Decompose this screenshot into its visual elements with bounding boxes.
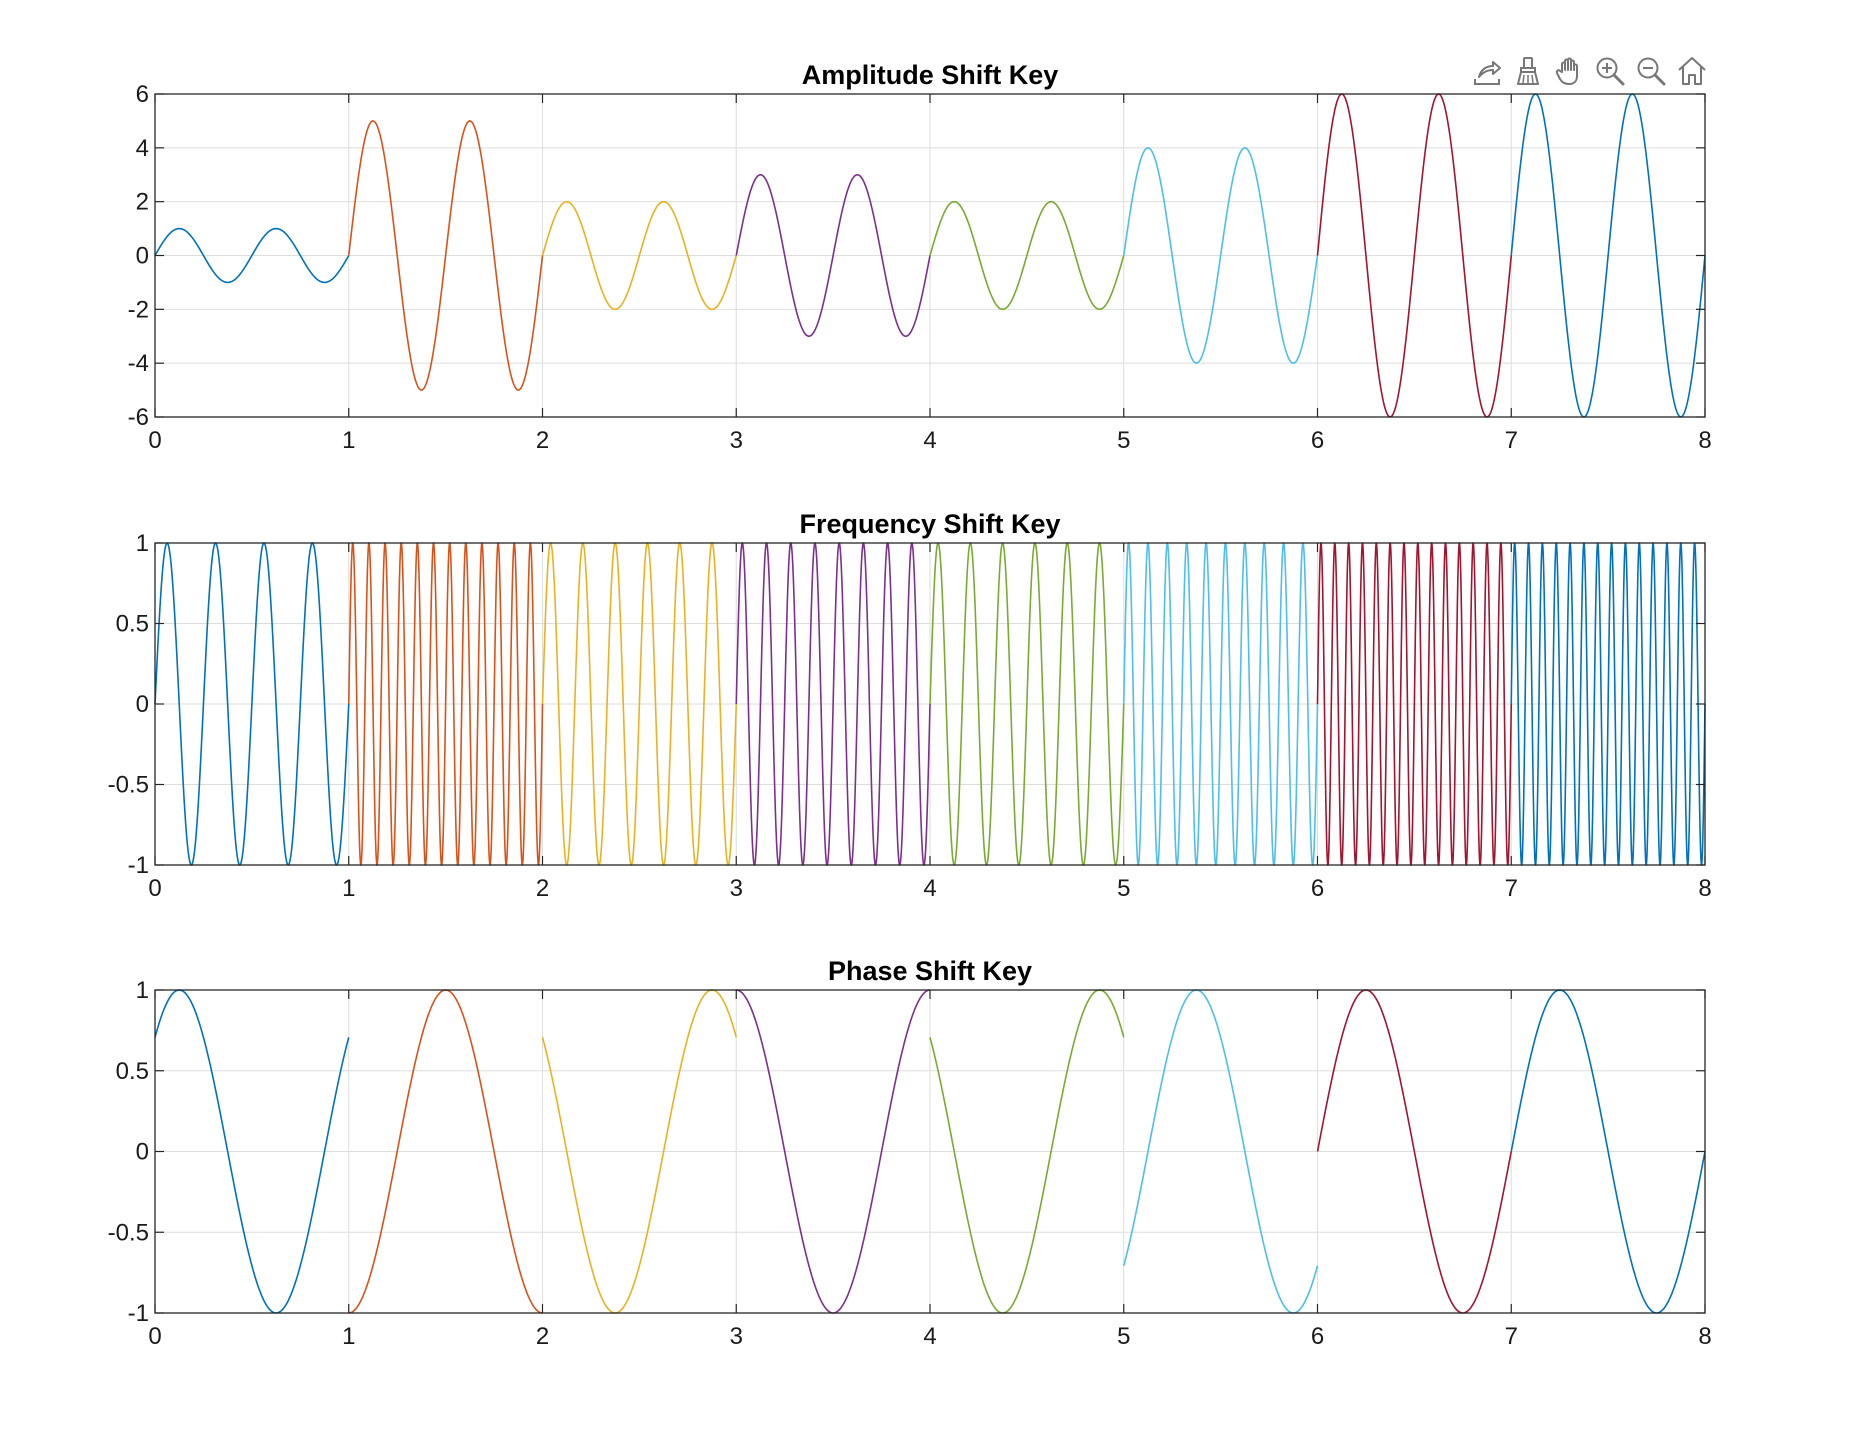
x-tick-label: 7 [1505, 427, 1518, 454]
signal-segment-5 [929, 200, 1125, 311]
zoom-out-button[interactable] [1632, 52, 1670, 90]
x-tick-label: 4 [923, 1323, 936, 1350]
x-tick-label: 6 [1311, 1323, 1324, 1350]
signal-segment-1 [154, 542, 350, 866]
y-tick-label: 4 [136, 135, 149, 162]
signal-segment-3 [541, 989, 738, 1314]
y-tick-label: 0 [136, 243, 149, 270]
y-tick-label: -6 [128, 404, 149, 431]
chart-1: 0 1 2 3 4 5 6 7 8 6 4 2 0 -2 -4 -6 Amplitude Shift Key [128, 60, 1712, 454]
x-tick-label: 1 [342, 1323, 355, 1350]
signal-segment-4 [735, 173, 931, 338]
chart-title: Amplitude Shift Key [802, 60, 1059, 90]
home-button[interactable] [1673, 52, 1711, 90]
signal-segment-5 [929, 989, 1125, 1314]
axes-toolbar [1468, 52, 1711, 90]
x-tick-label: 2 [536, 1323, 549, 1350]
y-tick-label: -0.5 [108, 772, 149, 799]
signal-segment-8 [1510, 93, 1706, 418]
y-tick-label: -4 [128, 350, 149, 377]
signal-segment-1 [154, 227, 350, 284]
zoom-in-icon [1596, 57, 1625, 86]
y-tick-label: -1 [128, 1300, 149, 1327]
home-icon [1678, 57, 1706, 85]
y-tick-label: 0 [136, 1139, 149, 1166]
chart-title: Phase Shift Key [828, 956, 1032, 986]
signal-segment-8 [1510, 542, 1706, 866]
signal-segment-7 [1316, 989, 1513, 1314]
y-tick-label: 0.5 [116, 1058, 149, 1085]
y-tick-label: -2 [128, 296, 149, 323]
x-tick-label: 0 [148, 875, 161, 902]
chart-2: 0 1 2 3 4 5 6 7 8 1 0.5 0 -0.5 -1 Frequency Shift Key [108, 509, 1712, 902]
y-tick-label: 1 [136, 977, 149, 1004]
signal-segment-7 [1316, 93, 1513, 418]
x-tick-label: 4 [923, 427, 936, 454]
zoom-out-icon [1637, 57, 1666, 86]
x-tick-label: 3 [730, 427, 743, 454]
y-tick-label: 2 [136, 189, 149, 216]
signal-segment-2 [347, 542, 544, 866]
x-tick-label: 6 [1311, 427, 1324, 454]
x-tick-label: 5 [1117, 1323, 1130, 1350]
x-tick-label: 7 [1505, 875, 1518, 902]
signal-segment-8 [1510, 989, 1706, 1314]
x-tick-label: 4 [923, 875, 936, 902]
y-tick-label: -1 [128, 852, 149, 879]
signal-segment-6 [1122, 147, 1319, 364]
export-button[interactable] [1468, 52, 1506, 90]
x-tick-label: 5 [1117, 427, 1130, 454]
x-tick-label: 0 [148, 427, 161, 454]
signal-segment-3 [541, 200, 738, 311]
y-tick-label: 0 [136, 691, 149, 718]
x-tick-label: 6 [1311, 875, 1324, 902]
y-tick-label: 1 [136, 530, 149, 557]
brush-button[interactable] [1509, 52, 1547, 90]
y-tick-label: 0.5 [116, 611, 149, 638]
chart-3: 0 1 2 3 4 5 6 7 8 1 0.5 0 -0.5 -1 Phase Shift Key [108, 956, 1712, 1350]
signal-segment-5 [929, 542, 1125, 866]
x-tick-label: 8 [1698, 875, 1711, 902]
x-tick-label: 8 [1698, 1323, 1711, 1350]
signal-segment-7 [1316, 542, 1513, 866]
x-tick-label: 5 [1117, 875, 1130, 902]
x-tick-label: 3 [730, 1323, 743, 1350]
x-tick-label: 8 [1698, 427, 1711, 454]
brush-icon [1517, 57, 1539, 85]
signal-segment-3 [541, 542, 738, 866]
export-icon [1474, 61, 1501, 85]
signal-segment-4 [735, 542, 931, 866]
x-tick-label: 2 [536, 427, 549, 454]
chart-title: Frequency Shift Key [799, 509, 1060, 539]
signal-segment-6 [1122, 542, 1319, 866]
y-tick-label: 6 [136, 81, 149, 108]
signal-segment-1 [154, 989, 350, 1314]
x-tick-label: 1 [342, 427, 355, 454]
x-tick-label: 0 [148, 1323, 161, 1350]
signal-segment-6 [1122, 989, 1319, 1314]
pan-button[interactable] [1550, 52, 1588, 90]
x-tick-label: 1 [342, 875, 355, 902]
pan-hand-icon [1555, 57, 1578, 85]
signal-segment-2 [347, 120, 544, 391]
y-tick-label: -0.5 [108, 1219, 149, 1246]
x-tick-label: 3 [730, 875, 743, 902]
zoom-in-button[interactable] [1591, 52, 1629, 90]
x-tick-label: 2 [536, 875, 549, 902]
x-tick-label: 7 [1505, 1323, 1518, 1350]
